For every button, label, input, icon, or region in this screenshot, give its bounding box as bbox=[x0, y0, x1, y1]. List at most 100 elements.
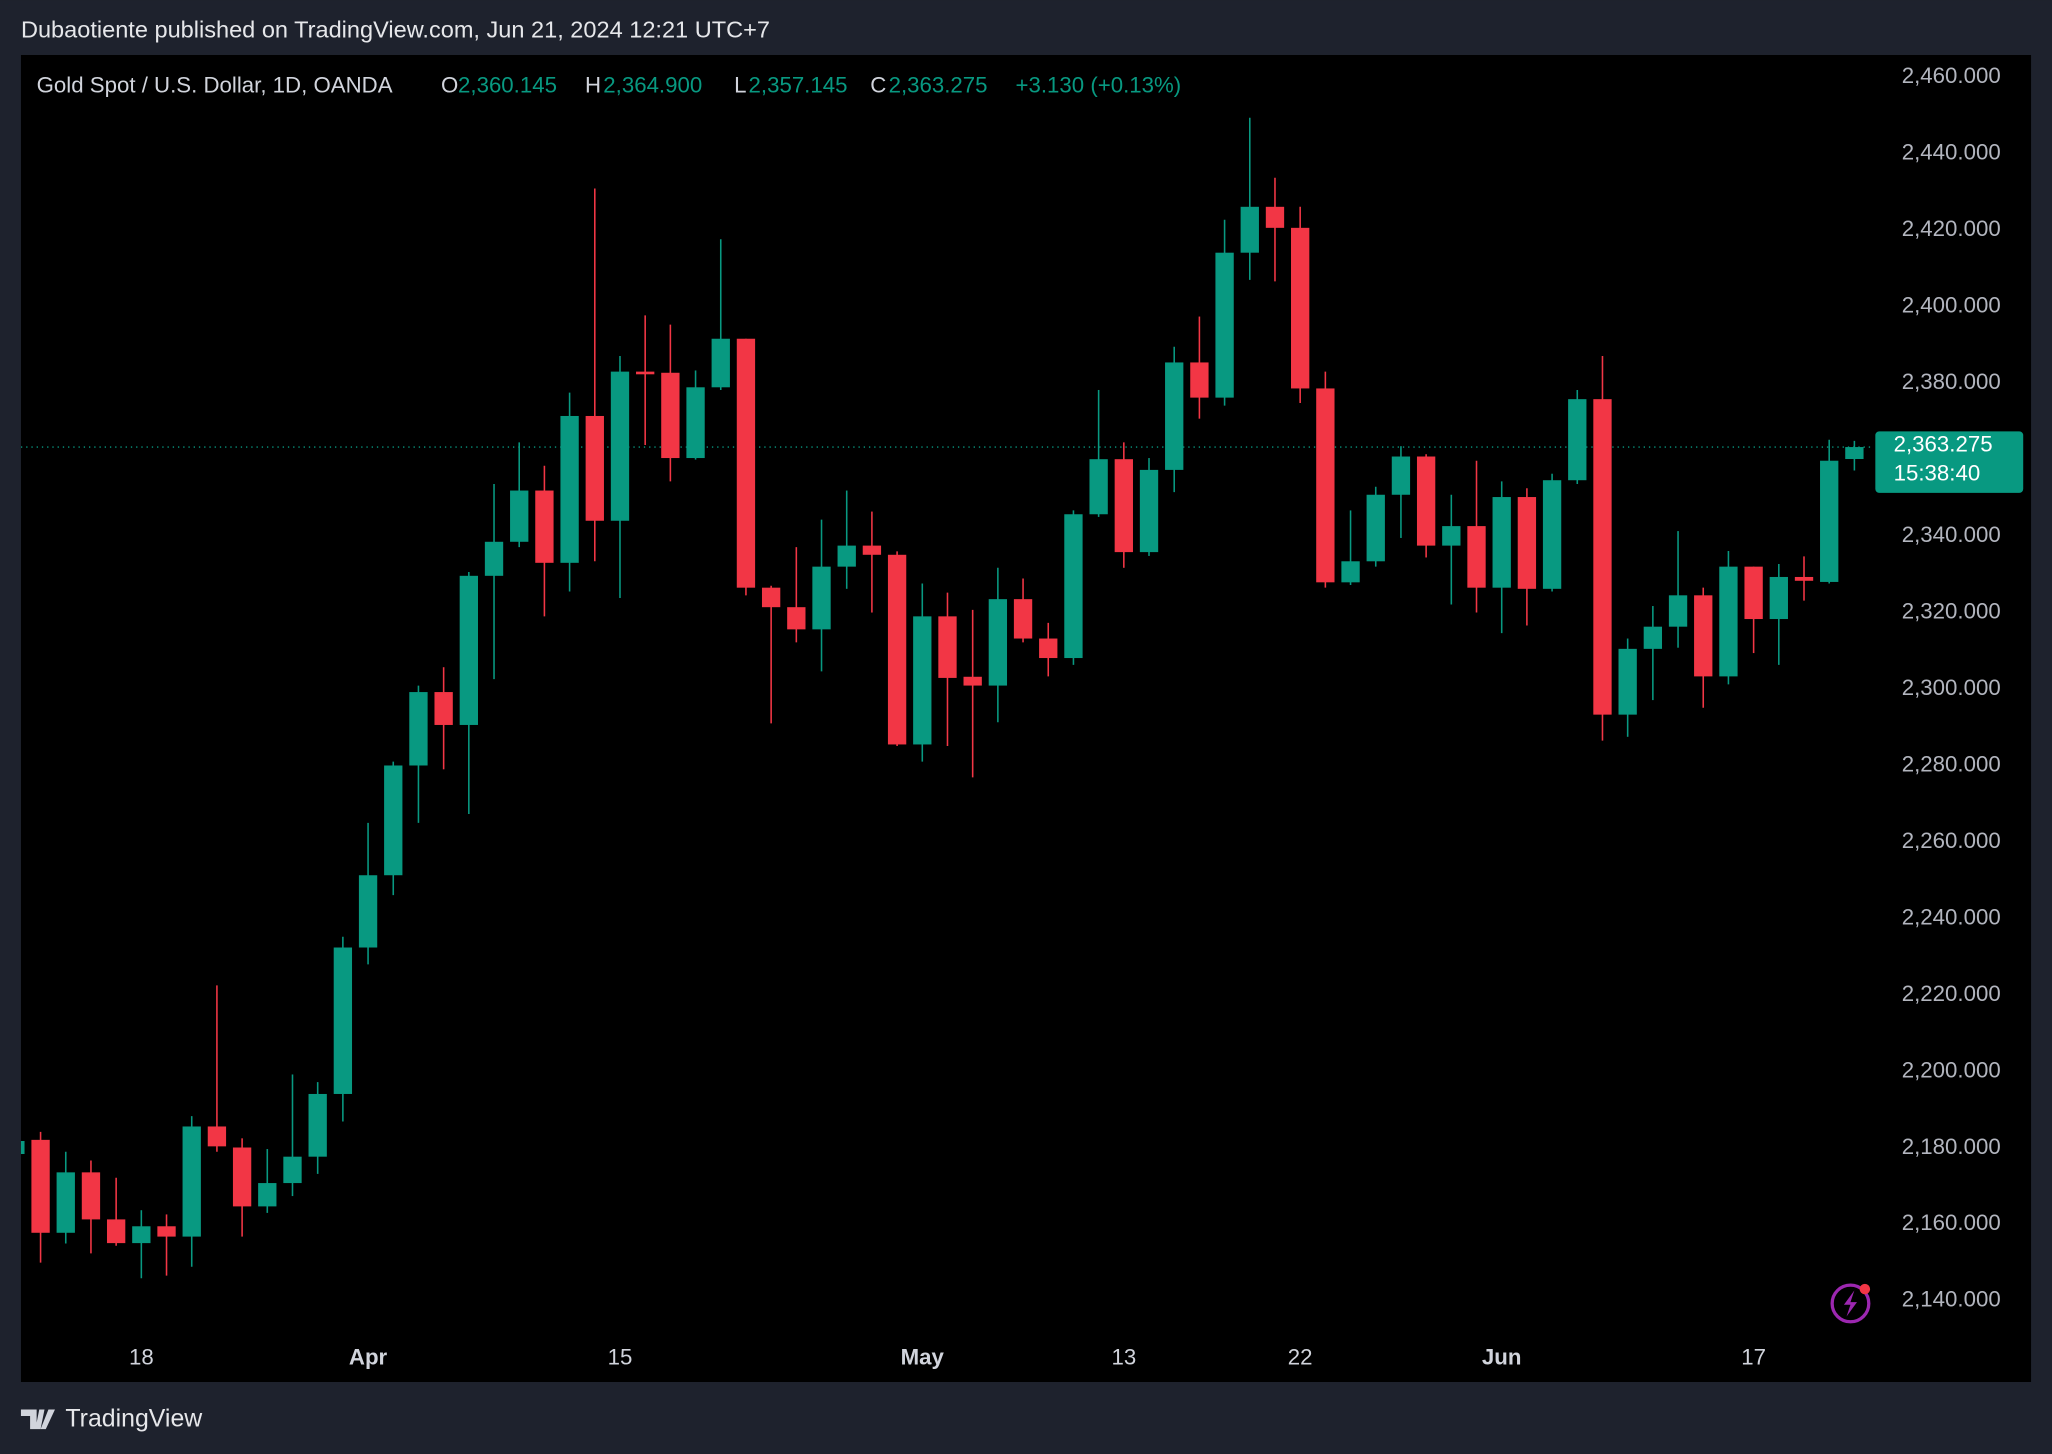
candle-body bbox=[1240, 206, 1259, 253]
candle-body bbox=[1593, 399, 1612, 715]
candle-body bbox=[913, 616, 932, 745]
candle-body bbox=[283, 1156, 302, 1184]
ohlc-value: 2,357.145 bbox=[749, 72, 848, 97]
candle-body bbox=[157, 1226, 176, 1237]
candle-body bbox=[535, 490, 554, 563]
candle-body bbox=[887, 554, 907, 745]
candle-body bbox=[384, 765, 403, 876]
candle-body bbox=[182, 1126, 201, 1237]
candle-body bbox=[1165, 362, 1184, 470]
x-tick-label: Jun bbox=[1482, 1344, 1522, 1369]
candle-body bbox=[1442, 526, 1461, 546]
candle-body bbox=[207, 1126, 227, 1147]
candle-body bbox=[81, 1172, 101, 1220]
candle-body bbox=[333, 947, 353, 1094]
y-tick-label: 2,160.000 bbox=[1902, 1210, 2001, 1235]
candle-body bbox=[1265, 206, 1285, 228]
candle-body bbox=[1618, 648, 1637, 715]
candle-body bbox=[20, 1141, 25, 1155]
candle-body bbox=[434, 692, 453, 725]
ohlc-value: 2,360.145 bbox=[458, 72, 557, 97]
y-tick-label: 2,280.000 bbox=[1902, 751, 2001, 776]
candle-body bbox=[585, 415, 604, 521]
y-tick-label: 2,140.000 bbox=[1902, 1287, 2001, 1312]
publish-info: Dubaotiente published on TradingView.com… bbox=[21, 17, 770, 43]
candle-body bbox=[308, 1093, 327, 1157]
footer-text: TradingView bbox=[65, 1405, 203, 1433]
chart-panel bbox=[20, 54, 2032, 1382]
y-tick-label: 2,300.000 bbox=[1902, 675, 2001, 700]
candle-body bbox=[1794, 576, 1814, 581]
y-tick-label: 2,260.000 bbox=[1902, 828, 2001, 853]
x-tick-label: 15 bbox=[608, 1344, 633, 1369]
countdown-label: 15:38:40 bbox=[1894, 460, 1981, 485]
candle-body bbox=[862, 545, 882, 555]
x-tick-label: 17 bbox=[1741, 1344, 1766, 1369]
candle-body bbox=[1769, 576, 1788, 620]
last-price-label: 2,363.275 bbox=[1894, 432, 1993, 457]
candle-body bbox=[1416, 456, 1436, 546]
candle-body bbox=[1114, 459, 1133, 553]
alert-dot[interactable] bbox=[1859, 1283, 1871, 1295]
y-tick-label: 2,240.000 bbox=[1902, 904, 2001, 929]
alert-bolt[interactable] bbox=[1843, 1290, 1858, 1317]
y-tick-label: 2,420.000 bbox=[1902, 216, 2001, 241]
candle-body bbox=[736, 338, 756, 588]
candle-body bbox=[1668, 595, 1688, 627]
last-price-badge bbox=[1875, 431, 2024, 493]
y-tick-label: 2,320.000 bbox=[1902, 598, 2001, 623]
y-tick-label: 2,380.000 bbox=[1902, 369, 2001, 394]
legend-row: Gold Spot / U.S. Dollar, 1D, OANDA O 2,3… bbox=[37, 72, 1182, 97]
y-tick-label: 2,460.000 bbox=[1902, 63, 2001, 88]
change-value: +3.130 (+0.13%) bbox=[1016, 72, 1182, 97]
ohlc-key: H bbox=[585, 72, 601, 97]
candle-body bbox=[510, 490, 529, 542]
candle-body bbox=[56, 1172, 75, 1233]
candle-body bbox=[1467, 526, 1486, 588]
candle-body bbox=[636, 371, 655, 375]
candle-body bbox=[610, 371, 630, 521]
candle-body bbox=[484, 541, 504, 576]
candle-body bbox=[761, 587, 781, 608]
candle-body bbox=[1013, 599, 1033, 639]
candle-body bbox=[258, 1183, 277, 1207]
candle-body bbox=[963, 676, 982, 686]
ohlc-key: L bbox=[734, 72, 746, 97]
candle-body bbox=[459, 575, 478, 725]
candle-body bbox=[31, 1139, 50, 1233]
candle-body bbox=[1190, 362, 1209, 398]
x-tick-label: May bbox=[901, 1344, 945, 1369]
alert-ring[interactable] bbox=[1830, 1283, 1871, 1324]
candle-body bbox=[232, 1147, 252, 1207]
logo-icon bbox=[20, 1409, 55, 1430]
candle-body bbox=[1391, 456, 1411, 495]
candle-body bbox=[661, 372, 680, 459]
candle-body bbox=[1744, 566, 1763, 620]
candle-body bbox=[988, 599, 1008, 686]
candle-body bbox=[1064, 514, 1083, 659]
candle-body bbox=[409, 692, 428, 766]
candle-body bbox=[1568, 399, 1587, 481]
candle-body bbox=[686, 387, 705, 459]
candle-body bbox=[938, 616, 957, 678]
candle-body bbox=[1820, 460, 1839, 582]
candle-body bbox=[1542, 480, 1562, 589]
candle-body bbox=[358, 875, 378, 948]
candle-body bbox=[1089, 459, 1108, 515]
y-tick-label: 2,400.000 bbox=[1902, 292, 2001, 317]
candle-body bbox=[1316, 388, 1335, 583]
ohlc-key: O bbox=[441, 72, 458, 97]
footer-logo: TradingView bbox=[20, 1405, 203, 1433]
candle-body bbox=[1215, 252, 1234, 398]
ohlc-value: 2,364.900 bbox=[603, 72, 702, 97]
plot-area bbox=[20, 117, 1875, 1279]
candle-body bbox=[1291, 227, 1310, 389]
candle-body bbox=[1517, 497, 1537, 589]
candle-body bbox=[132, 1226, 151, 1244]
y-tick-label: 2,200.000 bbox=[1902, 1057, 2001, 1082]
candle-body bbox=[812, 566, 831, 630]
alert-icon[interactable] bbox=[1830, 1283, 1871, 1324]
y-tick-label: 2,220.000 bbox=[1902, 981, 2001, 1006]
x-tick-label: 13 bbox=[1111, 1344, 1136, 1369]
